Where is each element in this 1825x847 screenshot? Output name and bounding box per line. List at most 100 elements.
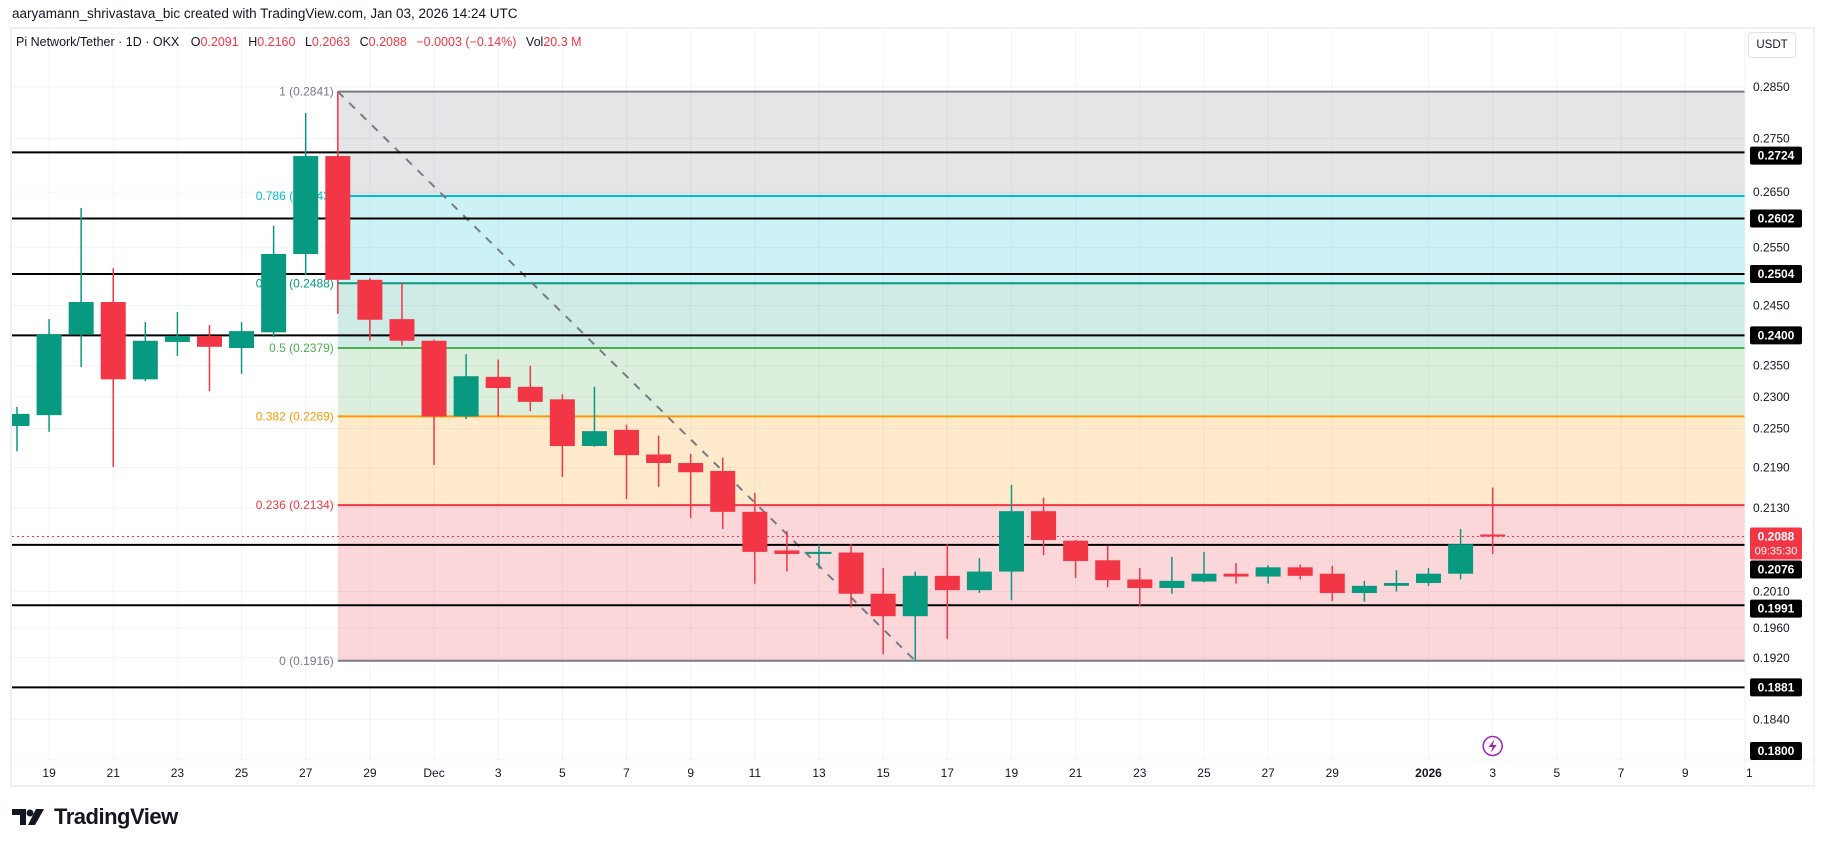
candle-body	[1223, 573, 1249, 577]
candle	[998, 484, 1024, 601]
candle-body	[870, 593, 896, 617]
price-tick-label: 0.2650	[1753, 185, 1790, 199]
candle-body	[1319, 573, 1345, 594]
level-price-badge-bg	[1750, 599, 1802, 618]
time-tick-label: 29	[1326, 766, 1340, 780]
candle-body	[453, 376, 479, 417]
tradingview-logo: TradingView	[12, 804, 178, 830]
candle	[100, 268, 126, 467]
candle-body	[357, 279, 383, 320]
time-tick-label: 5	[559, 766, 566, 780]
candle-body	[293, 156, 319, 254]
time-tick-label: 29	[363, 766, 377, 780]
fib-level-label: 0.236 (0.2134)	[256, 498, 334, 512]
tradingview-logo-icon	[12, 809, 44, 825]
close-label: C	[359, 35, 369, 49]
level-price-badge: 0.2400	[1758, 328, 1795, 342]
candle	[389, 282, 415, 346]
price-chart[interactable]: 1 (0.2841)0.786 (0.2643)0.618 (0.2488)0.…	[0, 0, 1825, 800]
candle	[1319, 565, 1345, 601]
price-tick-label: 0.2450	[1753, 299, 1790, 313]
price-tick-label: 0.2550	[1753, 241, 1790, 255]
chart-credit: aaryamann_shrivastava_bic created with T…	[12, 6, 518, 21]
time-tick-label: 2026	[1415, 766, 1442, 780]
symbol-title[interactable]: Pi Network/Tether · 1D · OKX	[16, 35, 180, 49]
time-tick-label: 23	[171, 766, 185, 780]
level-price-badge: 0.2076	[1758, 563, 1795, 577]
price-tick-label: 0.2130	[1753, 501, 1790, 515]
price-tick-label: 0.1960	[1753, 621, 1790, 635]
candle	[1383, 570, 1409, 592]
level-price-badge: 0.2602	[1758, 212, 1795, 226]
low-value: 0.2063	[311, 35, 351, 49]
fib-zone-fill	[337, 416, 1745, 506]
candle-body	[614, 429, 640, 456]
candle-body	[68, 301, 94, 335]
candle-body	[485, 376, 511, 389]
candle	[614, 424, 640, 499]
fib-level-label: 0.5 (0.2379)	[269, 341, 334, 355]
time-tick-label: 17	[941, 766, 955, 780]
lightning-icon-bolt	[1488, 739, 1497, 753]
level-price-badge: 0.1881	[1758, 680, 1795, 694]
candle	[1031, 497, 1057, 556]
volume-value: 20.3 M	[543, 35, 582, 49]
time-tick-label: 3	[495, 766, 502, 780]
time-tick-label: 27	[1261, 766, 1275, 780]
time-tick-label: 19	[1005, 766, 1019, 780]
candle	[1448, 528, 1474, 580]
candle	[1255, 565, 1281, 584]
candle	[1127, 568, 1153, 607]
candle	[581, 386, 607, 447]
price-tick-label: 0.2300	[1753, 390, 1790, 404]
fib-level-label: 0 (0.1916)	[279, 654, 334, 668]
level-price-badge-bg	[1750, 209, 1802, 228]
candle-body	[1095, 560, 1121, 581]
candle-body	[196, 335, 222, 347]
candle-body	[998, 511, 1024, 572]
time-tick-label: 19	[42, 766, 56, 780]
lightning-icon[interactable]	[1482, 735, 1503, 757]
candle-body	[421, 340, 447, 417]
level-price-badge: 0.2724	[1758, 149, 1795, 163]
candle-body	[1159, 580, 1185, 588]
candle-body	[12, 413, 30, 427]
candle	[357, 278, 383, 341]
level-price-badge-bg	[1750, 326, 1802, 345]
high-label: H	[248, 35, 258, 49]
high-value: 0.2160	[257, 35, 296, 49]
axis-price-badge-bg	[1750, 742, 1802, 761]
candle-body	[1127, 579, 1153, 588]
candle	[421, 339, 447, 466]
change-value: −0.0003 (−0.14%)	[416, 35, 517, 49]
volume-label: Vol	[525, 35, 544, 49]
time-tick-label: 21	[1069, 766, 1083, 780]
candle-body	[838, 552, 864, 594]
candle-body	[774, 550, 800, 554]
candle-body	[742, 511, 768, 552]
level-price-badge-bg	[1750, 265, 1802, 284]
candle	[742, 492, 768, 584]
candle	[261, 225, 287, 338]
candle	[68, 208, 94, 367]
time-tick-label: 5	[1553, 766, 1560, 780]
candle	[1351, 580, 1377, 602]
candle	[1223, 563, 1249, 584]
candle-body	[100, 301, 126, 380]
price-tick-label: 0.2350	[1753, 359, 1790, 373]
time-tick-label: 1	[1746, 766, 1753, 780]
candle-body	[934, 575, 960, 591]
candle	[229, 322, 255, 374]
candle	[325, 91, 351, 314]
countdown-timer: 09:35:30	[1755, 546, 1798, 558]
fib-level-label: 0.382 (0.2269)	[256, 409, 334, 423]
currency-button[interactable]: USDT	[1748, 32, 1796, 58]
brand-name: TradingView	[54, 804, 178, 829]
candle-body	[164, 335, 190, 342]
candle	[293, 113, 319, 276]
time-tick-label: 21	[107, 766, 121, 780]
time-tick-label: 11	[749, 766, 762, 780]
candle-body	[1255, 567, 1281, 577]
candle	[934, 544, 960, 640]
level-price-badge: 0.2504	[1758, 267, 1795, 281]
